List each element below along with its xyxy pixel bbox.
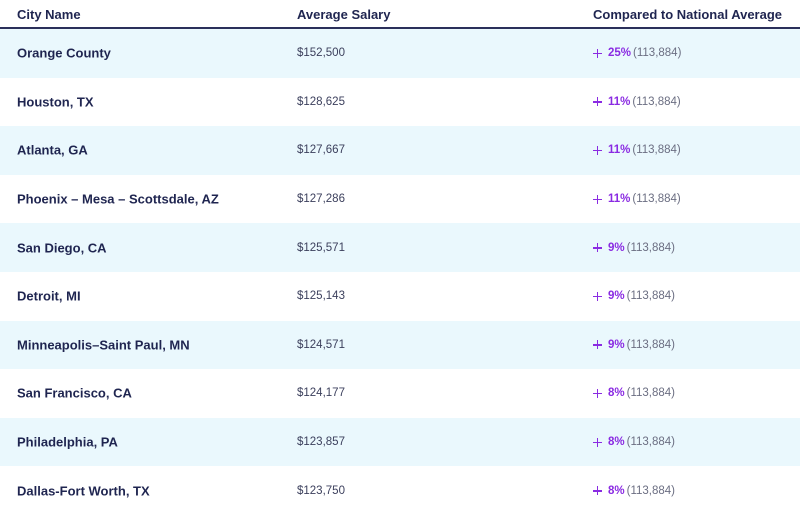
plus-icon: [593, 145, 602, 155]
average-salary: $124,571: [297, 338, 345, 351]
percent-above: 9%: [608, 241, 625, 254]
city-name: Dallas-Fort Worth, TX: [17, 483, 150, 499]
city-name: Atlanta, GA: [17, 142, 88, 158]
column-header-salary: Average Salary: [297, 7, 391, 22]
plus-icon: [593, 437, 602, 447]
national-average: (113,884): [626, 290, 676, 303]
plus-icon: [593, 486, 602, 496]
city-name: Orange County: [17, 45, 111, 61]
comparison: 11% (113,884): [593, 96, 681, 108]
table-header: City Name Average Salary Compared to Nat…: [0, 0, 800, 29]
plus-icon: [593, 48, 602, 58]
average-salary: $128,625: [297, 95, 345, 108]
national-average: (113,884): [626, 387, 676, 400]
table-row: Orange County $152,500 25% (113,884): [0, 29, 800, 78]
table-row: Phoenix – Mesa – Scottsdale, AZ $127,286…: [0, 175, 800, 224]
city-name: Detroit, MI: [17, 288, 81, 304]
average-salary: $152,500: [297, 47, 345, 60]
comparison: 9% (113,884): [593, 290, 675, 302]
city-name: Minneapolis–Saint Paul, MN: [17, 337, 190, 353]
plus-icon: [593, 291, 602, 301]
city-name: San Diego, CA: [17, 240, 107, 256]
national-average: (113,884): [632, 144, 681, 157]
average-salary: $127,667: [297, 144, 345, 157]
comparison: 8% (113,884): [593, 485, 675, 497]
comparison: 25% (113,884): [593, 47, 681, 59]
city-name: San Francisco, CA: [17, 385, 132, 401]
comparison: 11% (113,884): [593, 193, 681, 205]
average-salary: $123,857: [297, 436, 345, 449]
table-row: Dallas-Fort Worth, TX $123,750 8% (113,8…: [0, 466, 800, 515]
table-row: Houston, TX $128,625 11% (113,884): [0, 78, 800, 127]
percent-above: 9%: [608, 290, 625, 303]
comparison: 9% (113,884): [593, 242, 675, 254]
percent-above: 8%: [608, 484, 625, 497]
percent-above: 11%: [608, 95, 631, 108]
table-row: San Diego, CA $125,571 9% (113,884): [0, 223, 800, 272]
table-row: Detroit, MI $125,143 9% (113,884): [0, 272, 800, 321]
percent-above: 8%: [608, 387, 625, 400]
table-row: Philadelphia, PA $123,857 8% (113,884): [0, 417, 800, 467]
national-average: (113,884): [626, 484, 676, 497]
average-salary: $127,286: [297, 193, 345, 206]
table-row: Atlanta, GA $127,667 11% (113,884): [0, 126, 800, 175]
comparison: 9% (113,884): [593, 339, 675, 351]
percent-above: 11%: [608, 144, 631, 157]
comparison: 8% (113,884): [593, 436, 675, 448]
percent-above: 8%: [608, 436, 625, 449]
percent-above: 11%: [608, 193, 631, 206]
percent-above: 9%: [608, 338, 625, 351]
average-salary: $125,571: [297, 241, 345, 254]
plus-icon: [593, 340, 602, 350]
national-average: (113,884): [633, 47, 682, 60]
city-name: Houston, TX: [17, 94, 94, 110]
city-name: Phoenix – Mesa – Scottsdale, AZ: [17, 191, 219, 207]
table-row: Minneapolis–Saint Paul, MN $124,571 9% (…: [0, 320, 800, 370]
plus-icon: [593, 388, 602, 398]
percent-above: 25%: [608, 47, 632, 60]
plus-icon: [593, 97, 602, 107]
national-average: (113,884): [632, 193, 681, 206]
national-average: (113,884): [626, 338, 676, 351]
national-average: (113,884): [626, 436, 676, 449]
national-average: (113,884): [626, 241, 676, 254]
column-header-compare: Compared to National Average: [593, 7, 783, 22]
comparison: 11% (113,884): [593, 144, 681, 156]
national-average: (113,884): [632, 95, 681, 108]
average-salary: $124,177: [297, 387, 345, 400]
plus-icon: [593, 243, 602, 253]
average-salary: $123,750: [297, 484, 345, 497]
plus-icon: [593, 194, 602, 204]
average-salary: $125,143: [297, 290, 345, 303]
table-row: San Francisco, CA $124,177 8% (113,884): [0, 369, 800, 418]
city-name: Philadelphia, PA: [17, 434, 118, 450]
column-header-city: City Name: [17, 7, 81, 22]
comparison: 8% (113,884): [593, 387, 675, 399]
